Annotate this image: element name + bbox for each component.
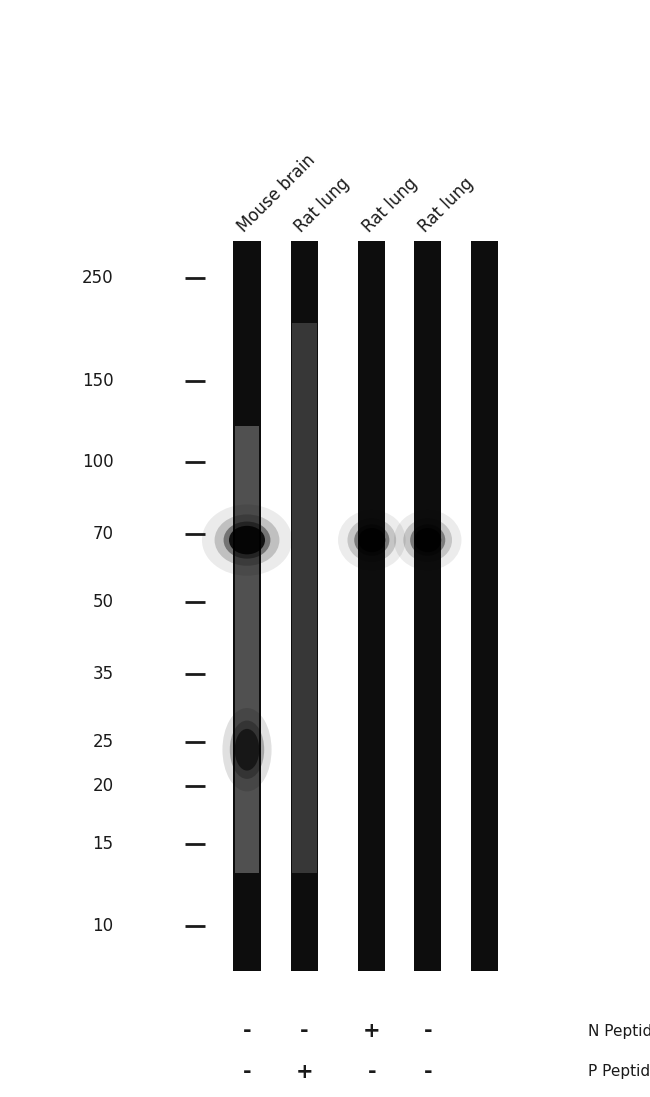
Ellipse shape xyxy=(229,525,265,554)
Ellipse shape xyxy=(235,728,259,770)
Text: 35: 35 xyxy=(92,665,114,682)
Ellipse shape xyxy=(394,510,462,570)
Bar xyxy=(235,426,259,873)
Bar xyxy=(233,241,261,971)
Text: 25: 25 xyxy=(92,733,114,750)
Bar xyxy=(341,241,352,971)
Text: -: - xyxy=(423,1021,432,1041)
Text: +: + xyxy=(363,1021,381,1041)
Bar xyxy=(276,241,286,971)
Ellipse shape xyxy=(222,708,272,791)
Text: 250: 250 xyxy=(82,269,114,287)
Text: 10: 10 xyxy=(92,917,114,935)
Bar xyxy=(414,241,441,971)
Bar xyxy=(291,241,318,971)
Ellipse shape xyxy=(414,528,441,552)
Text: P Peptide: P Peptide xyxy=(588,1064,650,1079)
Text: -: - xyxy=(300,1021,309,1041)
Text: 150: 150 xyxy=(82,372,114,389)
Text: Mouse brain: Mouse brain xyxy=(234,151,319,236)
Bar xyxy=(400,241,410,971)
Text: 50: 50 xyxy=(93,593,114,611)
Text: Rat lung: Rat lung xyxy=(359,174,421,236)
Text: Rat lung: Rat lung xyxy=(415,174,476,236)
Ellipse shape xyxy=(348,519,396,562)
Bar xyxy=(457,241,467,971)
Text: -: - xyxy=(242,1021,252,1041)
Ellipse shape xyxy=(230,721,264,779)
Text: -: - xyxy=(423,1062,432,1082)
Text: +: + xyxy=(295,1062,313,1082)
Text: 20: 20 xyxy=(92,778,114,795)
Bar xyxy=(471,241,498,971)
Text: 15: 15 xyxy=(92,835,114,853)
Ellipse shape xyxy=(404,519,452,562)
Ellipse shape xyxy=(410,524,445,556)
Text: -: - xyxy=(367,1062,376,1082)
Ellipse shape xyxy=(358,528,385,552)
Ellipse shape xyxy=(338,510,406,570)
Ellipse shape xyxy=(202,505,292,576)
Ellipse shape xyxy=(354,524,389,556)
Text: Rat lung: Rat lung xyxy=(291,174,353,236)
Text: -: - xyxy=(242,1062,252,1082)
Ellipse shape xyxy=(224,521,270,558)
Bar xyxy=(292,323,317,873)
Text: N Peptide: N Peptide xyxy=(588,1024,650,1039)
Bar xyxy=(358,241,385,971)
Ellipse shape xyxy=(214,514,280,566)
Text: 100: 100 xyxy=(82,453,114,472)
Text: 70: 70 xyxy=(93,525,114,543)
